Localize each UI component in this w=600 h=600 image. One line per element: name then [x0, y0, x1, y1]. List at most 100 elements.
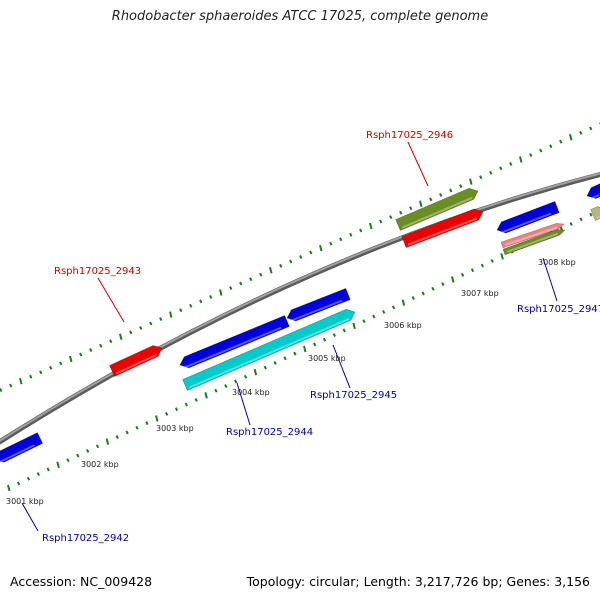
scale-tick: [46, 467, 50, 472]
scale-tick: [234, 379, 238, 384]
gene-feature-arrow: [401, 208, 484, 248]
gene-label-leader: [542, 257, 558, 302]
scale-tick: [129, 330, 133, 335]
scale-tick: [589, 126, 593, 131]
gene-feature-body: [401, 208, 484, 248]
gene-feature-body: [502, 229, 566, 256]
scale-tick: [239, 281, 243, 286]
scale-tick: [279, 263, 283, 268]
scale-tick-label: 3007 kbp: [461, 289, 499, 298]
scale-tick: [263, 365, 267, 370]
gene-feature-shine: [0, 444, 36, 464]
scale-tick: [159, 317, 163, 322]
scale-tick: [399, 210, 403, 215]
gene-label: Rsph17025_2946: [366, 130, 453, 141]
scale-tick: [469, 178, 473, 185]
gene-feature-arrow: [179, 315, 290, 369]
scale-tick: [519, 156, 523, 163]
scale-tick: [449, 188, 453, 193]
scale-tick: [389, 215, 393, 220]
scale-tick: [29, 374, 33, 379]
scale-tick: [105, 438, 110, 445]
scale-tick: [369, 222, 373, 230]
gene-features: [0, 183, 600, 464]
scale-tick-label: 3006 kbp: [384, 321, 422, 330]
scale-tick: [419, 200, 423, 208]
gene-feature-body: [590, 206, 600, 221]
gene-feature-shine: [290, 299, 343, 322]
scale-tick: [359, 228, 363, 233]
scale-tick: [79, 352, 83, 357]
scale-tick: [209, 294, 213, 299]
gene-label-leader: [97, 277, 125, 323]
gene-feature-arrow: [590, 206, 600, 221]
gene-feature-shine: [506, 232, 559, 253]
scale-tick: [145, 421, 149, 426]
scale-tick: [224, 384, 228, 389]
gene-feature-shine: [115, 354, 157, 375]
scale-tick: [299, 255, 303, 259]
scale-tick: [319, 244, 323, 252]
genome-stats-text: Topology: circular; Length: 3,217,726 bp…: [246, 574, 590, 589]
scale-tick: [372, 314, 376, 319]
scale-tick: [174, 407, 179, 412]
scale-tick-label: 3002 kbp: [81, 460, 119, 469]
scale-tick: [539, 148, 543, 153]
gene-label-leader: [407, 141, 429, 187]
scale-tick: [95, 444, 100, 449]
scale-tick: [312, 342, 317, 347]
scale-tick: [179, 308, 183, 313]
gene-feature-arrow: [496, 201, 560, 234]
scale-tick: [339, 237, 343, 242]
accession-text: Accession: NC_009428: [10, 574, 153, 589]
scale-tick: [214, 388, 218, 393]
scale-tick: [429, 197, 433, 202]
scale-tick: [441, 282, 445, 287]
scale-tick: [529, 153, 533, 157]
gene-feature-body: [179, 315, 290, 369]
scale-tick: [569, 221, 573, 226]
scale-tick-labels: 3001 kbp 3002 kbp 3003 kbp 3004 kbp 3005 kbp…: [6, 258, 576, 506]
scale-tick-label: 3003 kbp: [156, 424, 194, 433]
scale-tick: [352, 322, 356, 330]
gene-feature-body: [109, 345, 163, 377]
scale-tick: [579, 130, 583, 135]
scale-tick: [59, 361, 63, 366]
scale-tick: [460, 272, 465, 277]
gene-feature-shine: [590, 193, 600, 200]
scale-tick: [480, 263, 484, 268]
scale-tick: [155, 415, 159, 422]
gene-label-leader: [21, 502, 39, 532]
gene-label-leader: [332, 344, 351, 389]
scale-tick: [490, 259, 494, 263]
scale-tick: [16, 481, 21, 486]
gene-labels: Rsph17025_2942 Rsph17025_2943 Rsph17025_29…: [42, 130, 600, 544]
scale-tick: [109, 339, 113, 344]
scale-tick: [349, 232, 353, 237]
gene-feature-shine: [500, 212, 552, 234]
scale-tick: [309, 250, 313, 255]
scale-tick: [322, 337, 327, 342]
gene-label: Rsph17025_2947: [517, 304, 600, 315]
scale-tick: [431, 286, 435, 291]
scale-tick: [342, 328, 346, 333]
scale-tick: [199, 299, 203, 304]
gene-feature-arrow: [395, 187, 479, 231]
scale-tick: [194, 398, 198, 402]
gene-label: Rsph17025_2943: [54, 266, 141, 277]
map-title: Rhodobacter sphaeroides ATCC 17025, comp…: [111, 9, 489, 24]
gene-feature-shine: [596, 215, 600, 219]
scale-tick: [135, 425, 139, 430]
scale-tick: [559, 139, 563, 144]
genome-backbone-highlight: [0, 172, 600, 442]
scale-tick: [164, 411, 169, 416]
gene-feature-shine: [183, 326, 282, 369]
gene-feature-body: [286, 288, 351, 322]
scale-tick: [259, 272, 263, 277]
scale-tick: [273, 360, 277, 365]
scale-tick: [229, 286, 233, 290]
scale-tick: [421, 291, 425, 296]
scale-tick: [489, 170, 493, 175]
scale-tick: [329, 241, 333, 246]
scale-tick: [362, 319, 366, 324]
